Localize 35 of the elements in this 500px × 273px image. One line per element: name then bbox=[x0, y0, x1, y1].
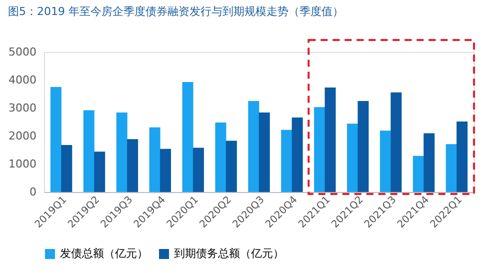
y-tick-label: 0 bbox=[30, 186, 36, 198]
y-tick-label: 5000 bbox=[8, 46, 36, 58]
bar bbox=[116, 112, 128, 192]
bar bbox=[127, 139, 138, 192]
bar bbox=[61, 144, 72, 192]
bar bbox=[380, 130, 391, 192]
bar bbox=[292, 118, 303, 192]
y-tick-label: 4000 bbox=[8, 74, 36, 86]
legend-label: 到期债务总额（亿元） bbox=[174, 247, 284, 260]
bar bbox=[314, 107, 326, 192]
bar bbox=[424, 133, 435, 192]
bar bbox=[358, 101, 369, 192]
bar bbox=[324, 88, 336, 192]
bar bbox=[149, 127, 160, 192]
bar bbox=[215, 122, 226, 192]
bar bbox=[281, 130, 292, 192]
bar bbox=[50, 87, 62, 192]
bar bbox=[412, 156, 424, 192]
bar bbox=[248, 101, 260, 192]
bar bbox=[94, 152, 106, 192]
bar bbox=[182, 82, 194, 192]
bar bbox=[192, 148, 204, 192]
bar bbox=[226, 140, 237, 192]
bar bbox=[160, 148, 172, 192]
bar bbox=[83, 110, 94, 192]
bar bbox=[346, 124, 358, 192]
y-tick-label: 2000 bbox=[8, 130, 36, 142]
bar bbox=[258, 112, 270, 192]
y-tick-label: 3000 bbox=[8, 102, 36, 114]
y-tick-label: 1000 bbox=[8, 158, 36, 170]
bar bbox=[446, 144, 457, 192]
chart-title: 图5：2019 年至今房企季度债券融资发行与到期规模走势（季度值） bbox=[8, 5, 344, 18]
bar bbox=[456, 121, 468, 192]
bar bbox=[390, 92, 402, 192]
legend-label: 发债总额（亿元） bbox=[60, 247, 148, 260]
